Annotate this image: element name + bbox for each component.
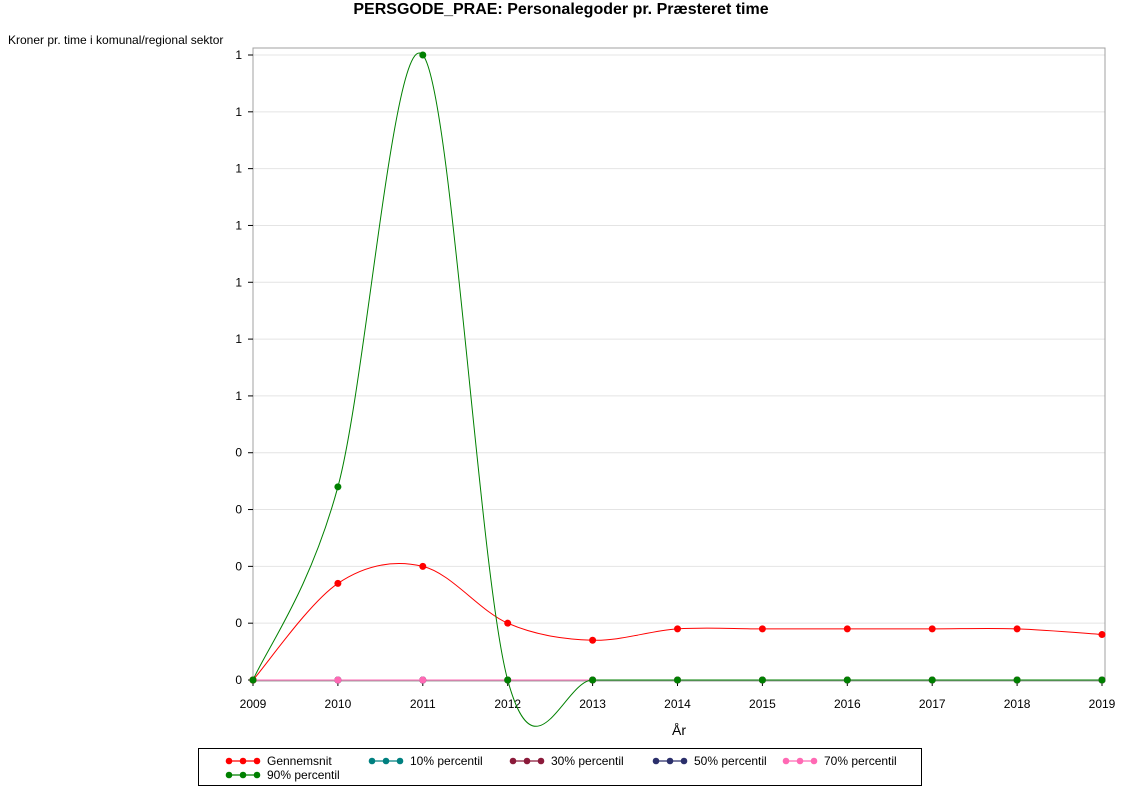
- data-point: [843, 676, 851, 684]
- data-point: [504, 676, 512, 684]
- data-point: [1098, 631, 1106, 639]
- y-tick-label: 1: [235, 48, 242, 62]
- y-tick-label: 1: [235, 162, 242, 176]
- legend-label: 90% percentil: [267, 767, 340, 782]
- plot-area: 0 0 0 0 0 1 1 1 1 1 1 1 2009 2010 2011 2012 2013 2014 201…: [235, 47, 1116, 738]
- series-group: [249, 51, 1106, 727]
- y-tick-label: 0: [235, 559, 242, 573]
- data-point: [928, 676, 936, 684]
- data-point: [334, 676, 342, 684]
- y-tick-label: 1: [235, 389, 242, 403]
- y-tick-label: 1: [235, 105, 242, 119]
- legend-item: 30% percentil: [509, 753, 624, 768]
- y-tick-label: 0: [235, 616, 242, 630]
- legend-item: 50% percentil: [652, 753, 767, 768]
- data-point: [419, 562, 427, 570]
- legend-swatch: [225, 757, 261, 764]
- y-tick-label: 0: [235, 673, 242, 687]
- data-point: [334, 483, 342, 491]
- legend-item: 90% percentil: [225, 767, 340, 782]
- legend-label: 10% percentil: [410, 753, 483, 768]
- y-axis-ticks: 0 0 0 0 0 1 1 1 1 1 1 1: [235, 48, 253, 687]
- data-point: [674, 676, 681, 684]
- legend-label: 50% percentil: [694, 753, 767, 768]
- data-point: [758, 625, 766, 633]
- y-tick-label: 1: [235, 218, 242, 232]
- legend: Gennemsnit 10% percentil 30% percentil 50% …: [198, 748, 922, 786]
- y-tick-label: 1: [235, 275, 242, 289]
- legend-swatch: [368, 757, 404, 764]
- data-point: [334, 579, 342, 587]
- y-axis-label: Kroner pr. time i komunal/regional sekto…: [8, 33, 224, 47]
- legend-label: Gennemsnit: [267, 753, 332, 768]
- data-point: [1013, 676, 1021, 684]
- legend-swatch: [509, 757, 545, 764]
- x-axis-ticks: 2009 2010 2011 2012 2013 2014 2015 2016 2017 2018…: [240, 681, 1116, 711]
- x-tick-label: 2009: [240, 697, 267, 711]
- x-tick-label: 2017: [919, 697, 946, 711]
- legend-swatch: [652, 757, 688, 764]
- x-tick-label: 2012: [494, 697, 521, 711]
- data-point: [928, 625, 936, 633]
- x-tick-label: 2013: [579, 697, 606, 711]
- legend-item: 70% percentil: [782, 753, 897, 768]
- chart-title: PERSGODE_PRAE: Personalegoder pr. Præste…: [353, 1, 769, 18]
- data-point: [249, 676, 257, 684]
- data-point: [504, 619, 512, 627]
- series-line-0: [252, 563, 1103, 681]
- gridlines: [253, 54, 1105, 681]
- y-tick-label: 0: [235, 503, 242, 517]
- series-line-5: [252, 52, 1102, 727]
- x-tick-label: 2019: [1089, 697, 1116, 711]
- y-tick-label: 1: [235, 332, 242, 346]
- x-axis-title: År: [672, 722, 686, 738]
- y-tick-label: 0: [235, 446, 242, 460]
- data-point: [589, 676, 597, 684]
- data-point: [1013, 625, 1021, 633]
- x-tick-label: 2011: [410, 697, 436, 711]
- legend-item: Gennemsnit: [225, 753, 332, 768]
- data-point: [758, 676, 766, 684]
- plot-frame: [252, 47, 1106, 682]
- x-tick-label: 2018: [1004, 697, 1031, 711]
- data-point: [674, 625, 681, 633]
- legend-label: 30% percentil: [551, 753, 624, 768]
- data-point: [843, 625, 851, 633]
- x-tick-label: 2010: [325, 697, 352, 711]
- data-point: [419, 51, 427, 59]
- legend-swatch: [782, 757, 818, 764]
- x-tick-label: 2015: [749, 697, 776, 711]
- legend-item: 10% percentil: [368, 753, 483, 768]
- legend-swatch: [225, 771, 261, 778]
- data-point: [1098, 676, 1106, 684]
- x-tick-label: 2014: [664, 697, 691, 711]
- data-point: [419, 676, 427, 684]
- data-point: [589, 636, 597, 644]
- legend-label: 70% percentil: [824, 753, 897, 768]
- x-tick-label: 2016: [834, 697, 861, 711]
